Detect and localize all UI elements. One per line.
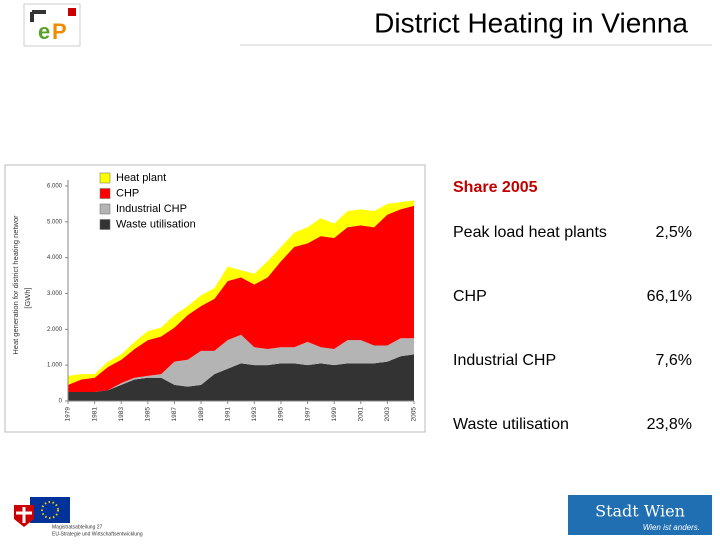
brand-box	[568, 495, 712, 535]
y-axis-label: Heat generation for district heating net…	[11, 215, 20, 355]
legend-swatch	[99, 188, 111, 199]
area	[68, 205, 414, 393]
y-tick-label: 2.000	[47, 327, 63, 333]
share-value: 66,1%	[647, 288, 692, 305]
area	[68, 354, 414, 401]
footer: Magistratsabteilung 27 EU-Strategie und …	[14, 495, 712, 537]
legend-label: Waste utilisation	[116, 218, 196, 230]
area	[68, 334, 414, 393]
share-title: Share 2005	[453, 179, 538, 196]
share-value: 23,8%	[647, 416, 692, 433]
x-tick-label: 2001	[357, 407, 364, 422]
y-tick-label: 3.000	[47, 291, 63, 297]
share-label: CHP	[453, 288, 487, 305]
legend-swatch	[99, 203, 111, 215]
legend-label: CHP	[116, 187, 139, 199]
svg-text:e: e	[38, 19, 50, 44]
y-tick-label: 0	[59, 399, 63, 405]
share-label: Peak load heat plants	[453, 224, 607, 241]
x-tick-label: 1995	[278, 407, 285, 422]
x-tick-label: 1989	[198, 407, 205, 422]
area	[68, 200, 414, 385]
legend-swatch	[99, 219, 111, 230]
x-tick-label: 1999	[331, 407, 338, 422]
x-tick-label: 1993	[251, 407, 258, 422]
y-tick-label: 6.000	[47, 184, 63, 190]
share-value: 2,5%	[656, 224, 692, 241]
logo: e P	[23, 3, 81, 47]
x-tick-label: 1991	[224, 407, 231, 422]
department-line: Magistratsabteilung 27	[52, 524, 103, 530]
legend-swatch	[99, 172, 111, 184]
share-label: Industrial CHP	[453, 352, 556, 369]
x-tick-label: 1981	[91, 407, 98, 422]
chart: 0 1.000 2.000 3.000 4.000 5.000 6.000 1979 1981 1…	[11, 172, 418, 422]
y-tick-label: 5.000	[47, 219, 63, 225]
legend-label: Heat plant	[116, 172, 166, 184]
legend-label: Industrial CHP	[116, 203, 187, 215]
y-tick-label: 4.000	[47, 255, 63, 261]
share-value: 7,6%	[656, 352, 692, 369]
slide-title: District Heating in Vienna	[374, 7, 688, 38]
x-tick-label: 1983	[118, 407, 125, 422]
eu-flag	[30, 497, 70, 523]
svg-text:P: P	[52, 19, 67, 44]
share-label: Waste utilisation	[453, 416, 569, 433]
brand: Stadt Wien	[595, 502, 685, 521]
y-tick-label: 1.000	[47, 363, 63, 369]
y-axis-unit: [GWh]	[23, 287, 32, 308]
department-line: EU-Strategie und Wirtschaftsentwicklung	[52, 531, 143, 537]
x-tick-label: 1997	[304, 407, 311, 422]
x-tick-label: 2003	[384, 407, 391, 422]
slogan: Wien ist anders.	[643, 523, 700, 532]
x-tick-label: 1985	[145, 407, 152, 422]
x-tick-label: 1979	[65, 407, 72, 422]
x-tick-label: 2005	[411, 407, 418, 422]
share-table: Share 2005 Peak load heat plants 2,5% CHP 6…	[453, 179, 692, 433]
x-tick-label: 1987	[171, 407, 178, 422]
